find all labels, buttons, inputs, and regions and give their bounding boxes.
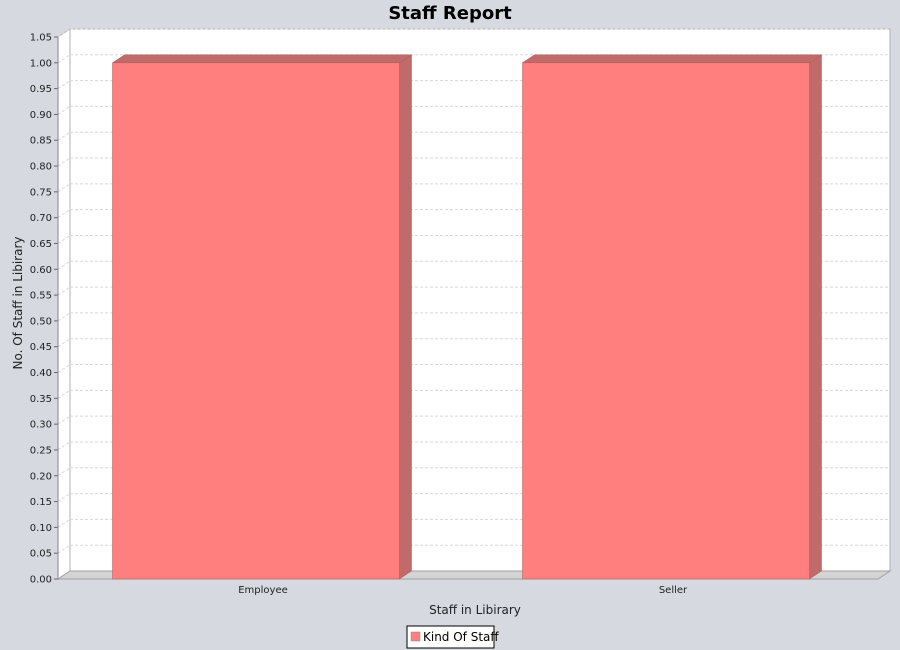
bar-seller: [522, 62, 810, 580]
y-tick-label: 0.15: [30, 497, 52, 508]
grid-line-wall: [57, 544, 71, 554]
grid-line-wall: [57, 389, 71, 399]
y-tick-label: 1.00: [30, 58, 52, 69]
y-tick-label: 0.40: [30, 368, 52, 379]
y-tick-label: 0.20: [30, 471, 52, 482]
y-tick-label: 0.05: [30, 549, 52, 560]
bar-side: [399, 54, 412, 580]
y-tick-label: 0.00: [30, 575, 52, 586]
grid-line-wall: [57, 286, 71, 296]
grid-line-wall: [57, 183, 71, 193]
y-tick-label: 0.45: [30, 342, 52, 353]
grid-line-wall: [57, 157, 71, 167]
y-tick-label: 0.90: [30, 110, 52, 121]
chart-title: Staff Report: [388, 3, 512, 24]
x-tick-label: Seller: [659, 585, 688, 596]
grid-line-wall: [57, 131, 71, 141]
y-tick-label: 0.60: [30, 265, 52, 276]
y-tick-label: 0.50: [30, 316, 52, 327]
x-axis-title: Staff in Libirary: [429, 603, 521, 617]
y-tick-label: 0.30: [30, 420, 52, 431]
legend-swatch: [410, 631, 421, 642]
y-axis: 0.00 0.05 0.10 0.15 0.20 0.25 0.30 0.35 0.40 0.45…: [30, 33, 59, 586]
y-tick-label: 0.25: [30, 445, 52, 456]
bar-top: [111, 54, 413, 64]
x-axis: Employee Seller: [238, 585, 688, 596]
grid-line-wall: [57, 209, 71, 219]
y-tick-label: 0.85: [30, 136, 52, 147]
grid-line-wall: [57, 235, 71, 244]
x-tick-label: Employee: [238, 585, 288, 596]
grid-line-wall: [57, 338, 71, 348]
legend-box: [406, 625, 495, 649]
grid-line-wall: [57, 493, 71, 502]
y-tick-label: 0.65: [30, 239, 52, 250]
grid-line-wall: [57, 260, 71, 270]
grid-line-wall: [57, 441, 71, 451]
grid-line-wall: [57, 106, 71, 115]
bar-side: [809, 54, 822, 580]
y-tick-label: 0.55: [30, 291, 52, 302]
y-tick-label: 0.75: [30, 187, 52, 198]
y-tick-label: 0.95: [30, 84, 52, 95]
bars-group: [111, 54, 823, 580]
grid-line-wall: [57, 312, 71, 322]
legend: Kind Of Staff: [406, 625, 499, 649]
y-tick-label: 0.10: [30, 523, 52, 534]
grid-line-wall: [57, 54, 71, 64]
y-axis-title: No. Of Staff in Libirary: [11, 236, 25, 369]
grid-line-wall: [57, 28, 71, 38]
y-tick-label: 0.80: [30, 162, 52, 173]
grid-line-wall: [57, 415, 71, 425]
grid-line-wall: [57, 518, 71, 528]
bar-employee: [112, 62, 400, 580]
grid-line-wall: [57, 80, 71, 90]
y-tick-label: 0.35: [30, 394, 52, 405]
y-tick-label: 1.05: [30, 33, 52, 44]
legend-label: Kind Of Staff: [423, 630, 499, 644]
grid-line-wall: [57, 364, 71, 373]
grid-line-wall: [57, 467, 71, 477]
bar-top: [521, 54, 823, 64]
plot-left-wall: [57, 28, 71, 580]
y-tick-label: 0.70: [30, 213, 52, 224]
